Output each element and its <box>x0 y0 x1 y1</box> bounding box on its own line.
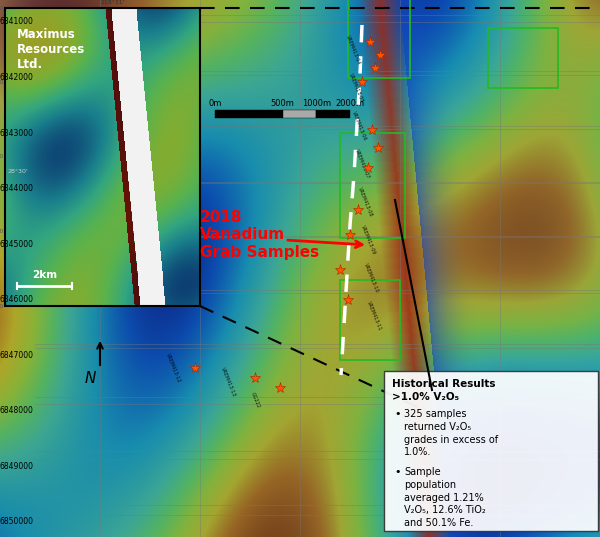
Text: •: • <box>394 467 401 477</box>
Text: Historical Results: Historical Results <box>392 379 496 389</box>
Bar <box>215 110 283 118</box>
FancyBboxPatch shape <box>384 371 598 531</box>
Text: 6848000: 6848000 <box>0 155 4 159</box>
Text: 1000m: 1000m <box>302 99 331 108</box>
Text: 6843000: 6843000 <box>0 128 33 137</box>
Text: >1.0% V₂O₅: >1.0% V₂O₅ <box>392 392 459 402</box>
Text: 2018
Vanadium
Grab Samples: 2018 Vanadium Grab Samples <box>200 210 319 260</box>
Text: 6850000: 6850000 <box>0 5 4 11</box>
Bar <box>316 110 350 118</box>
Bar <box>283 110 316 118</box>
Text: 6849000: 6849000 <box>0 462 33 471</box>
Text: 2000m: 2000m <box>335 99 365 108</box>
Text: VREM413-05: VREM413-05 <box>348 72 364 104</box>
Text: 325 samples
returned V₂O₅
grades in excess of
1.0%.: 325 samples returned V₂O₅ grades in exce… <box>404 409 498 458</box>
Text: 6848000: 6848000 <box>0 407 33 416</box>
Text: 6842000: 6842000 <box>0 73 33 82</box>
Bar <box>5 8 200 306</box>
Text: VREM413-06: VREM413-06 <box>351 111 367 142</box>
Text: 6846000: 6846000 <box>0 303 4 308</box>
Text: GG222: GG222 <box>250 391 261 409</box>
Text: VREM413-08: VREM413-08 <box>357 186 373 217</box>
Text: 28°30': 28°30' <box>7 169 28 175</box>
Text: 118°31': 118°31' <box>100 0 125 5</box>
Bar <box>488 28 558 88</box>
Text: 2km: 2km <box>32 270 57 280</box>
Bar <box>340 280 400 360</box>
Text: 0m: 0m <box>208 99 221 108</box>
Text: 6846000: 6846000 <box>0 295 33 304</box>
Bar <box>348 0 410 78</box>
Text: 6844000: 6844000 <box>0 184 33 193</box>
Text: VREM413-10: VREM413-10 <box>363 263 379 294</box>
Text: VREM413-12: VREM413-12 <box>165 352 181 383</box>
Text: VREM413-11: VREM413-11 <box>366 301 382 331</box>
Text: VREM413-04: VREM413-04 <box>345 34 361 66</box>
Text: 6847000: 6847000 <box>0 229 4 234</box>
Text: 6847000: 6847000 <box>0 351 33 360</box>
Text: VREM413-09: VREM413-09 <box>360 224 376 256</box>
Text: Sample
population
averaged 1.21%
V₂O₅, 12.6% TiO₂
and 50.1% Fe.: Sample population averaged 1.21% V₂O₅, 1… <box>404 467 486 528</box>
Text: 6841000: 6841000 <box>0 18 33 26</box>
Text: VREM413-07: VREM413-07 <box>354 148 370 179</box>
Text: 6849000: 6849000 <box>0 80 4 85</box>
Text: VREM413-13: VREM413-13 <box>220 366 236 397</box>
Text: •: • <box>394 409 401 419</box>
Text: 6850000: 6850000 <box>0 518 33 526</box>
Text: 500m: 500m <box>271 99 295 108</box>
Text: Maximus
Resources
Ltd.: Maximus Resources Ltd. <box>17 28 85 71</box>
Text: 6845000: 6845000 <box>0 240 33 249</box>
Text: N: N <box>85 371 95 386</box>
Bar <box>340 133 405 238</box>
